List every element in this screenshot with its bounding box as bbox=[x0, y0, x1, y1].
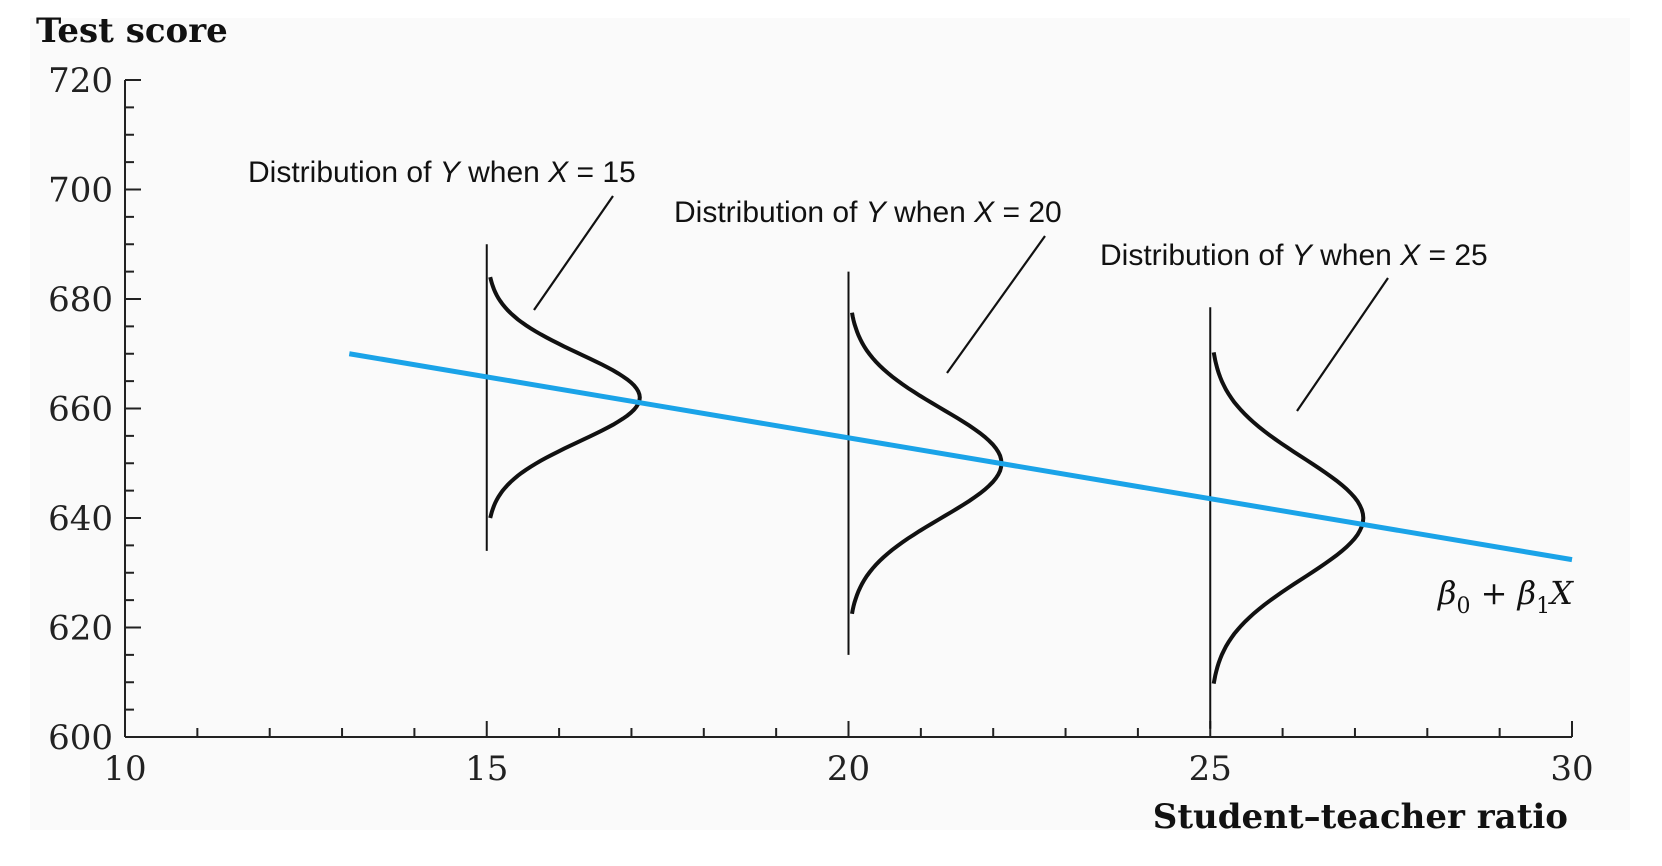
x-axis-title: Student–teacher ratio bbox=[1153, 797, 1568, 837]
distribution-label-part: X bbox=[1399, 239, 1421, 272]
leader-line-15 bbox=[533, 195, 614, 311]
leader-line-20 bbox=[946, 235, 1046, 374]
distribution-label-part: Distribution of bbox=[674, 196, 866, 229]
y-tick-label: 640 bbox=[48, 499, 113, 539]
distribution-label-part: Distribution of bbox=[248, 156, 440, 189]
annotations: Distribution of Y when X = 15Distributio… bbox=[248, 156, 1574, 619]
x-tick-label: 10 bbox=[103, 749, 146, 789]
y-tick-label: 620 bbox=[48, 609, 113, 649]
distribution-label-part: when bbox=[886, 196, 974, 229]
x-tick-label: 30 bbox=[1550, 749, 1593, 789]
y-tick-label: 720 bbox=[48, 61, 113, 101]
distribution-label-part: X bbox=[973, 196, 995, 229]
y-tick-label: 660 bbox=[48, 390, 113, 430]
regression-label-subscript: 1 bbox=[1536, 594, 1550, 619]
distribution-label-25: Distribution of Y when X = 25 bbox=[1100, 239, 1488, 272]
distribution-label-20: Distribution of Y when X = 20 bbox=[674, 196, 1062, 229]
regression-line bbox=[348, 351, 1573, 563]
distribution-label-part: Y bbox=[440, 156, 462, 189]
regression-label-part: X bbox=[1547, 574, 1574, 612]
distribution-label-15: Distribution of Y when X = 15 bbox=[248, 156, 636, 189]
regression-line-group bbox=[348, 351, 1573, 563]
distribution-label-part: Y bbox=[1292, 239, 1314, 272]
distribution-label-part: X bbox=[547, 156, 569, 189]
y-tick-label: 680 bbox=[48, 280, 113, 320]
distribution-curve-15 bbox=[488, 276, 642, 519]
x-tick-label: 25 bbox=[1189, 749, 1232, 789]
regression-label-subscript: 0 bbox=[1457, 594, 1471, 619]
regression-label-part: + bbox=[1471, 574, 1518, 612]
distribution-label-part: Y bbox=[866, 196, 888, 229]
x-tick-label: 20 bbox=[827, 749, 870, 789]
distribution-label-part: = 15 bbox=[568, 156, 636, 189]
distribution-label-part: when bbox=[1312, 239, 1400, 272]
regression-label: β0 + β1X bbox=[1437, 574, 1574, 619]
regression-label-part: β bbox=[1437, 574, 1457, 612]
y-tick-label: 700 bbox=[48, 171, 113, 211]
plot-panel bbox=[30, 18, 1630, 830]
leader-line-25 bbox=[1296, 277, 1389, 412]
distribution-label-part: Distribution of bbox=[1100, 239, 1292, 272]
distribution-label-part: when bbox=[460, 156, 548, 189]
y-tick-label: 600 bbox=[48, 718, 113, 758]
regression-label-part: β bbox=[1517, 574, 1537, 612]
distribution-label-part: = 25 bbox=[1420, 239, 1488, 272]
distribution-curve-25 bbox=[1211, 352, 1366, 684]
x-tick-label: 15 bbox=[465, 749, 508, 789]
distribution-label-part: = 20 bbox=[994, 196, 1062, 229]
y-axis-title: Test score bbox=[36, 11, 228, 51]
